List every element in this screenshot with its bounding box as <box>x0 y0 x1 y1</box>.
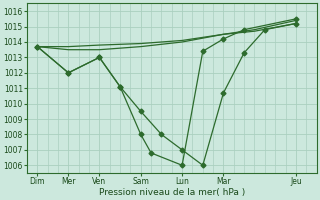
X-axis label: Pression niveau de la mer( hPa ): Pression niveau de la mer( hPa ) <box>99 188 245 197</box>
